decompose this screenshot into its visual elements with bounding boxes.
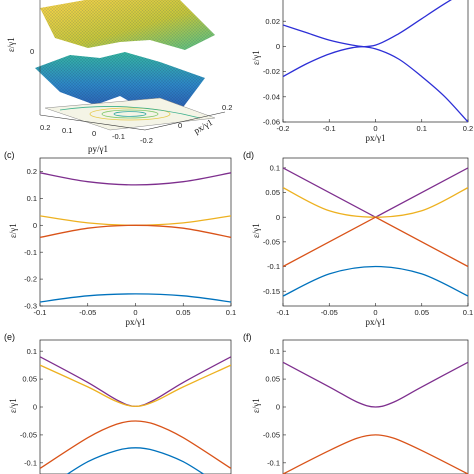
panel-d-ytick-label: 0.05 <box>265 188 280 197</box>
panel-c-series-2-line <box>40 215 231 226</box>
py-tick-5: -0.2 <box>140 136 153 145</box>
panel-c-series-4-line <box>40 293 231 303</box>
panel-b-ytick-label: 0.02 <box>265 17 280 26</box>
panel-e-ytick-label: 0 <box>33 403 37 412</box>
panel-f-ytick-label: -0.1 <box>267 458 280 467</box>
panel-b-xtick-label: 0.2 <box>463 124 473 133</box>
panel-a-zlabel: py/γ1 <box>88 144 108 154</box>
panel-c-ytick-label: 0 <box>33 221 37 230</box>
panel-b-ytick-label: -0.02 <box>263 67 280 76</box>
panel-b-xtick-label: -0.1 <box>323 124 336 133</box>
panel-c-ytick-label: -0.1 <box>24 248 37 257</box>
panel-d-line-chart: -0.15 -0.1 -0.05 0 0.05 0.1 -0.1 -0.05 0 0.05 0.1 ε… <box>251 157 473 327</box>
panel-d-xtick-label: -0.05 <box>321 308 338 317</box>
panel-e-series-1-line <box>40 356 231 408</box>
panel-e-ytick-label: 0.05 <box>22 375 37 384</box>
panel-label-e: (e) <box>4 332 15 342</box>
panel-f-ytick-label: 0 <box>276 403 280 412</box>
panel-e-series-2-line <box>40 364 231 408</box>
panel-e-line-chart: -0.1 -0.05 0 0.05 0.1 ε/γ1 <box>8 339 232 474</box>
panel-label-d: (d) <box>243 150 254 160</box>
panel-d-xtick-label: -0.1 <box>277 308 290 317</box>
panel-d-xtick-label: 0 <box>373 308 377 317</box>
panel-b-xtick-label: 0.1 <box>417 124 427 133</box>
panel-a-ylabel: ε/γ1 <box>6 37 16 52</box>
panel-c-xlabel: px/γ1 <box>126 317 146 327</box>
panel-c-xtick-label: 0.05 <box>176 308 191 317</box>
panel-d-xtick-label: 0.1 <box>463 308 473 317</box>
panel-e-ylabel: ε/γ1 <box>8 398 18 413</box>
contour-lines <box>59 106 201 121</box>
panel-b-ytick-label: -0.04 <box>263 92 280 101</box>
panel-b-xtick-label: 0 <box>373 124 377 133</box>
panel-b-ylabel: ε/γ1 <box>251 50 261 65</box>
panel-c-ytick-label: 0.1 <box>27 194 37 203</box>
panel-d-frame <box>282 157 469 307</box>
panel-d-ytick-label: -0.15 <box>263 287 280 296</box>
panel-f-ytick-label: 0.05 <box>265 375 280 384</box>
panel-f-series-2-line <box>283 434 468 474</box>
panel-d-series-2-line <box>283 187 468 218</box>
panel-a-surface-plot: 0 ε/γ1 0.2 0.1 0 -0.1 -0.2 0 0.2 py/γ1 p… <box>6 0 232 154</box>
panel-b-series-2-line <box>283 0 452 78</box>
panel-c-xtick-label: -0.05 <box>79 308 96 317</box>
px-tick-1: 0 <box>178 121 182 130</box>
panel-d-ylabel: ε/γ1 <box>251 223 261 238</box>
panel-b-ytick-label: -0.06 <box>263 118 280 127</box>
py-tick-1: 0.2 <box>40 123 50 132</box>
panel-d-ytick-label: -0.1 <box>267 262 280 271</box>
panel-b-ytick-label: 0 <box>276 42 280 51</box>
panel-e-series-3-line <box>40 420 231 469</box>
panel-c-ytick-label: -0.3 <box>24 302 37 311</box>
px-tick-2: 0.2 <box>222 103 232 112</box>
panel-b-xlabel: px/γ1 <box>366 133 386 143</box>
panel-c-xtick-label: 0.1 <box>226 308 236 317</box>
panel-c-ytick-label: 0.2 <box>27 167 37 176</box>
panel-d-series-3-line <box>283 216 468 268</box>
panel-c-xtick-label: 0 <box>133 308 137 317</box>
panel-label-c: (c) <box>4 150 15 160</box>
py-tick-3: 0 <box>92 129 96 138</box>
panel-b-line-chart: -0.06 -0.04 -0.02 0 0.02 0.04 -0.2 -0.1 0 0.1 0.2 ε… <box>251 0 473 143</box>
panel-d-xlabel: px/γ1 <box>366 317 386 327</box>
panel-c-series-1-line <box>40 172 231 186</box>
panel-d-ytick-label: 0 <box>276 213 280 222</box>
panel-c-xtick-label: -0.1 <box>34 308 47 317</box>
panel-b-xtick-label: -0.2 <box>277 124 290 133</box>
panel-d-ytick-label: 0.1 <box>270 163 280 172</box>
panel-e-ytick-label: 0.1 <box>27 347 37 356</box>
z-tick-0: 0 <box>30 47 34 56</box>
surface-upper-mesh <box>40 0 215 50</box>
axis-py <box>39 114 146 131</box>
panel-e-series-4-line <box>66 447 205 474</box>
panel-f-series-1-line <box>283 361 468 408</box>
axis-px <box>144 111 226 131</box>
panel-c-ylabel: ε/γ1 <box>8 223 18 238</box>
panel-d-series-1-line <box>283 167 468 218</box>
panel-e-ytick-label: -0.1 <box>24 458 37 467</box>
panel-b-ytick-label: 0.04 <box>265 0 280 1</box>
panel-b-series-1-line <box>283 24 468 122</box>
panel-e-ytick-label: -0.05 <box>20 431 37 440</box>
panel-f-ylabel: ε/γ1 <box>251 398 261 413</box>
panel-label-f: (f) <box>243 332 252 342</box>
panel-b-frame <box>282 0 469 123</box>
py-tick-2: 0.1 <box>62 126 72 135</box>
panel-c-line-chart: -0.3 -0.2 -0.1 0 0.1 0.2 -0.1 -0.05 0 0.05 0.1 ε/γ1… <box>8 157 236 327</box>
panel-c-ytick-label: -0.2 <box>24 275 37 284</box>
panel-f-ytick-label: -0.05 <box>263 431 280 440</box>
panel-d-ytick-label: -0.05 <box>263 237 280 246</box>
panel-d-series-4-line <box>283 265 468 297</box>
py-tick-4: -0.1 <box>112 132 125 141</box>
panel-f-ytick-label: 0.1 <box>270 347 280 356</box>
panel-f-line-chart: -0.1 -0.05 0 0.05 0.1 ε/γ1 <box>251 339 469 474</box>
panel-d-xtick-label: 0.05 <box>414 308 429 317</box>
panel-c-series-3-line <box>40 224 231 239</box>
